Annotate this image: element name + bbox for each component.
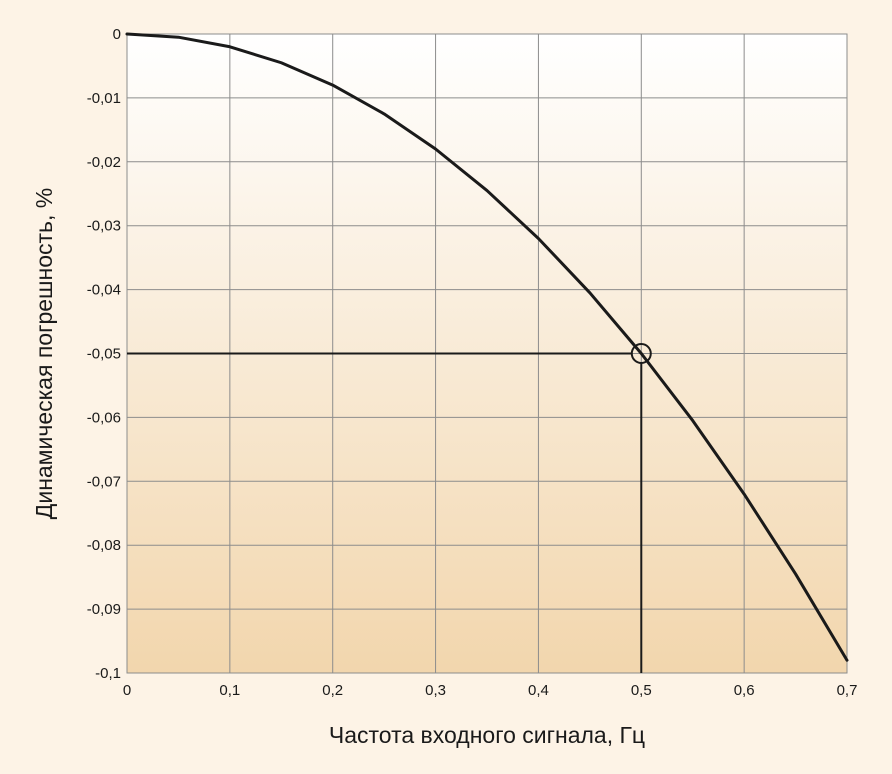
y-tick-label: -0,01 xyxy=(87,90,121,107)
y-tick-label: -0,09 xyxy=(87,601,121,618)
tick-labels: 0 0,1 0,2 0,3 0,4 0,5 0,6 0,7 0 -0,01 -0,02 -0,03 -0… xyxy=(87,26,858,699)
y-tick-label: -0,04 xyxy=(87,282,121,299)
y-tick-label: -0,05 xyxy=(87,346,121,363)
y-tick-label: -0,06 xyxy=(87,409,121,426)
y-tick-label: 0 xyxy=(113,26,121,43)
y-axis-label: Динамическая погрешность, % xyxy=(31,188,57,519)
x-tick-label: 0,6 xyxy=(734,682,755,699)
series-line-0 xyxy=(125,32,849,662)
y-tick-label: -0,03 xyxy=(87,218,121,235)
x-tick-label: 0,2 xyxy=(322,682,343,699)
annotation-layer xyxy=(127,343,652,673)
x-axis-label: Частота входного сигнала, Гц xyxy=(329,722,645,748)
series-layer xyxy=(125,32,849,662)
x-tick-label: 0 xyxy=(123,682,131,699)
x-tick-label: 0,4 xyxy=(528,682,549,699)
x-tick-label: 0,7 xyxy=(837,682,858,699)
x-tick-label: 0,3 xyxy=(425,682,446,699)
x-tick-label: 0,5 xyxy=(631,682,652,699)
y-tick-label: -0,1 xyxy=(95,665,121,682)
y-tick-label: -0,07 xyxy=(87,473,121,490)
y-tick-label: -0,02 xyxy=(87,154,121,171)
y-tick-label: -0,08 xyxy=(87,537,121,554)
grid xyxy=(126,33,848,674)
x-tick-label: 0,1 xyxy=(219,682,240,699)
annotation-marker xyxy=(630,343,652,364)
